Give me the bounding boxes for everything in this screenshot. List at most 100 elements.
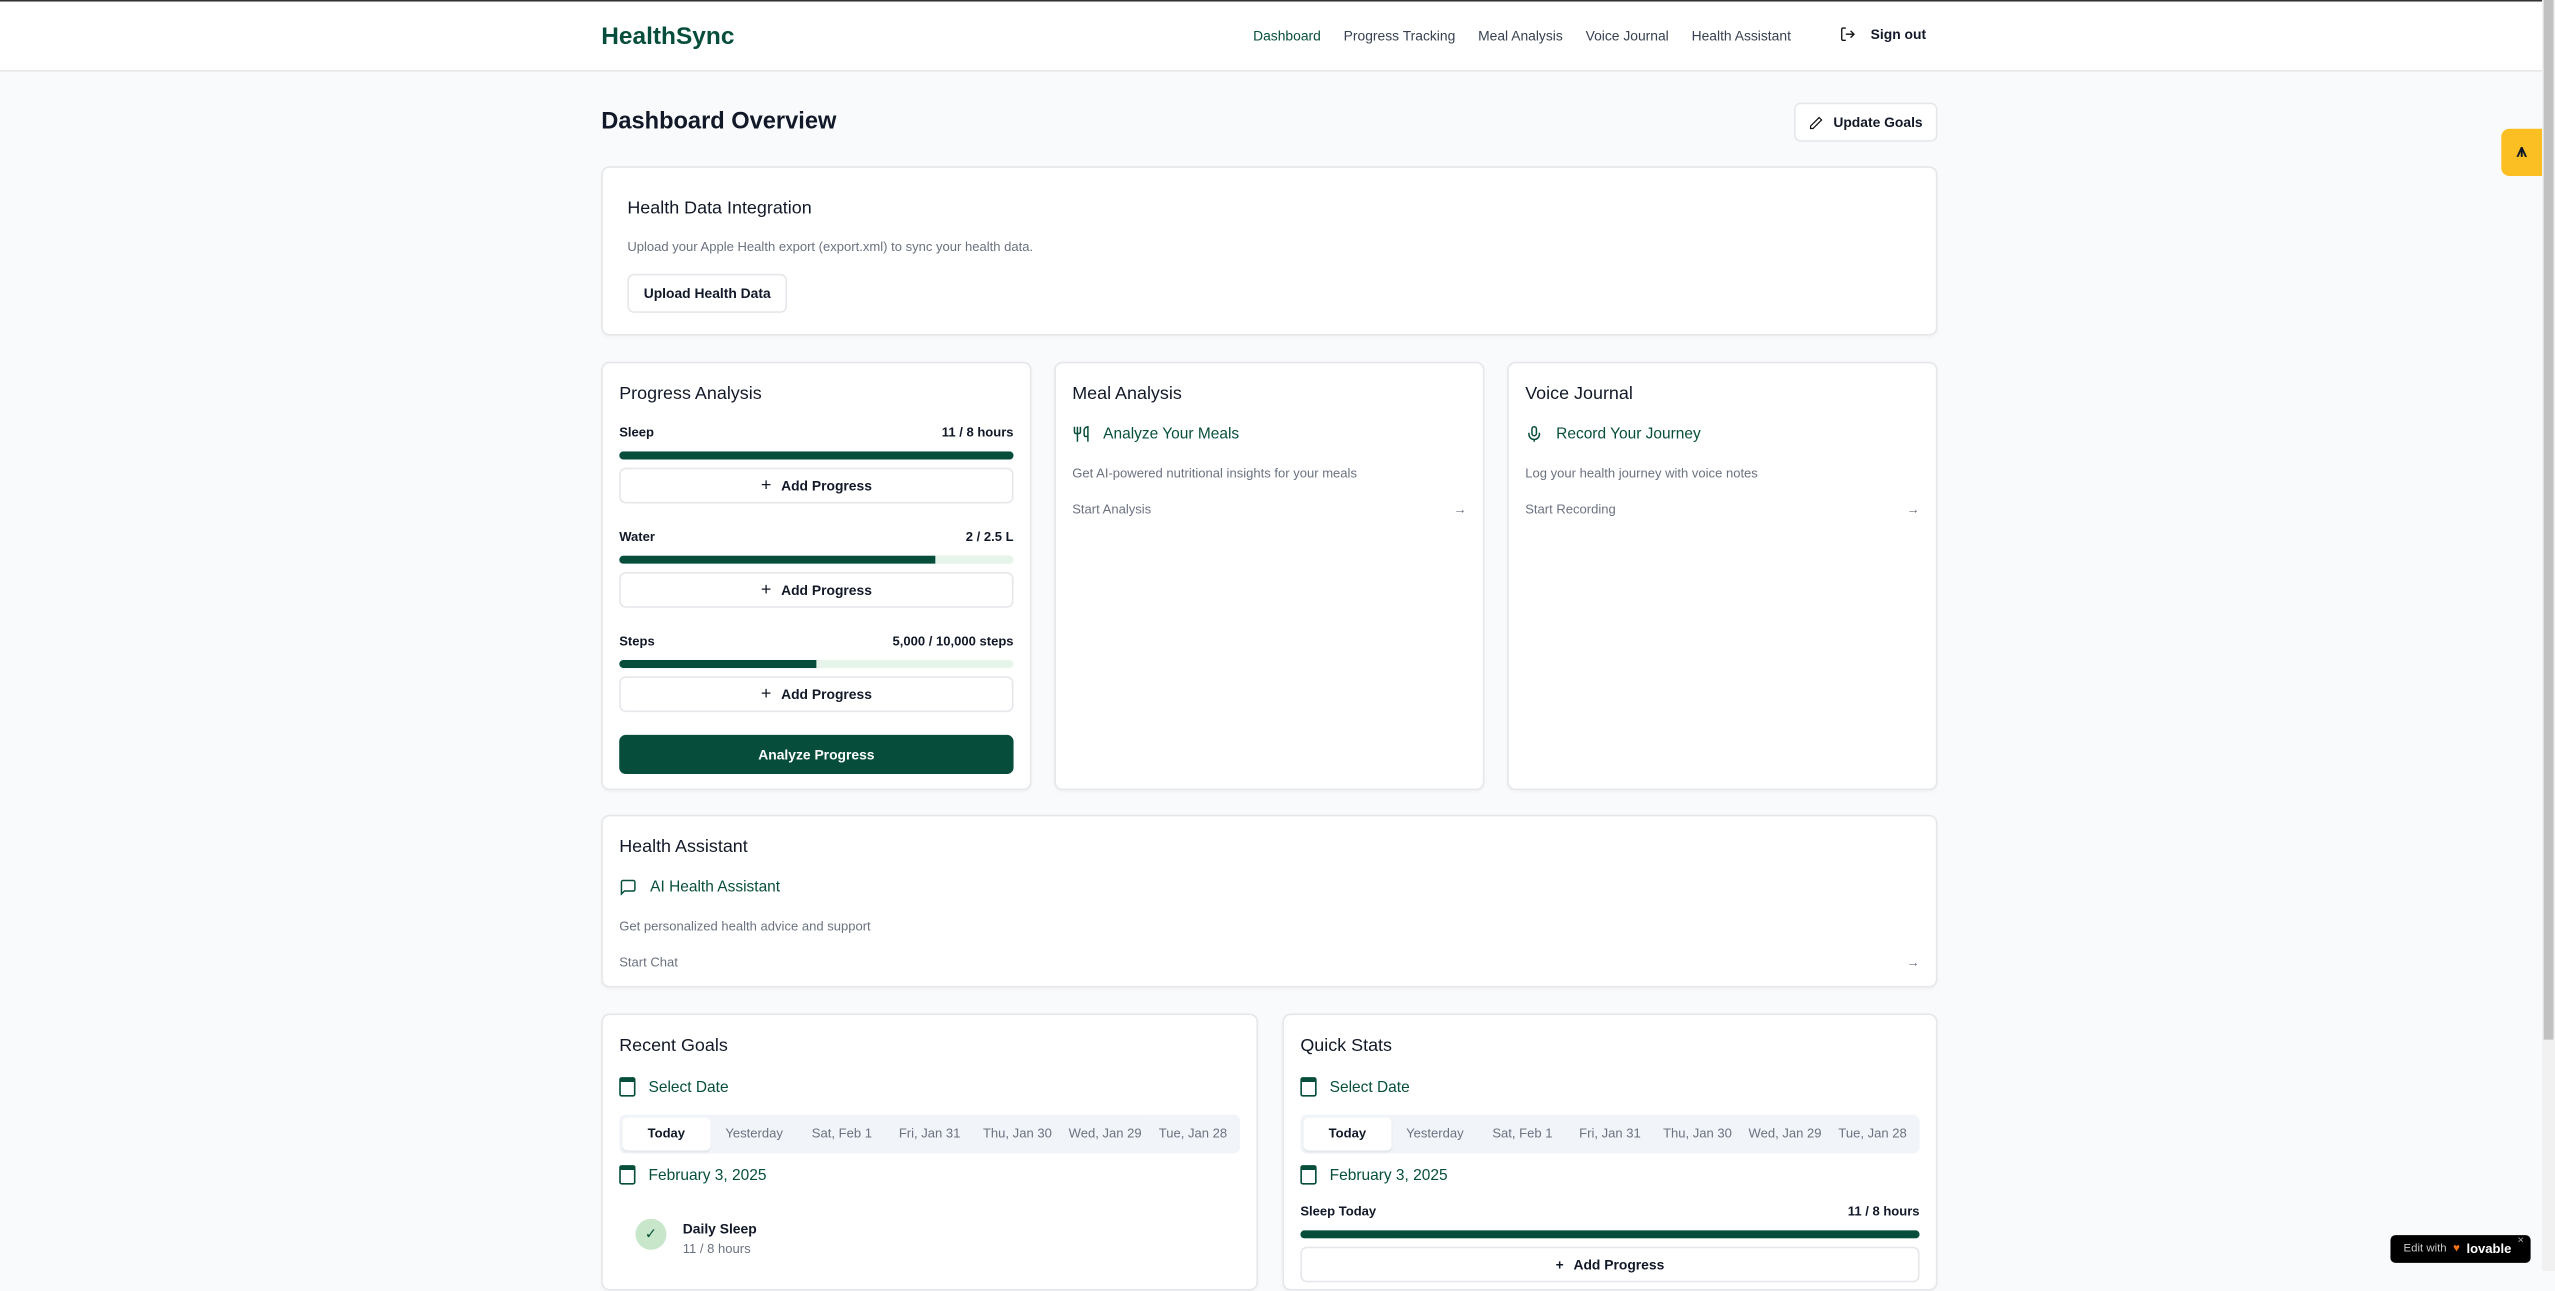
ai-assistant-feature: AI Health Assistant: [619, 878, 780, 896]
metric-label: Steps: [619, 633, 655, 649]
arrow-right-icon: →: [1453, 501, 1467, 517]
add-progress-button[interactable]: + Add Progress: [619, 467, 1014, 504]
sleep-today-progress: [1300, 1230, 1920, 1239]
progress-fill: [1300, 1230, 1920, 1239]
date-tab[interactable]: Fri, Jan 31: [1579, 1125, 1641, 1141]
analyze-progress-button[interactable]: Analyze Progress: [619, 734, 1014, 775]
arrow-right-icon: →: [1906, 501, 1920, 517]
date-tabs: Today Yesterday Sat, Feb 1 Fri, Jan 31 Thu, …: [1300, 1114, 1920, 1154]
selected-date-text: February 3, 2025: [648, 1165, 767, 1184]
upload-health-data-button[interactable]: Upload Health Data: [627, 273, 788, 313]
heart-icon: ♥: [2453, 1243, 2460, 1255]
sign-out-label: Sign out: [1870, 26, 1927, 43]
feature-description: Log your health journey with voice notes: [1525, 466, 1758, 481]
progress-bar: [619, 451, 1014, 460]
date-tabs: Today Yesterday Sat, Feb 1 Fri, Jan 31 Thu, …: [619, 1114, 1241, 1154]
date-tab[interactable]: Yesterday: [1406, 1125, 1464, 1141]
goal-value: 11 / 8 hours: [682, 1241, 751, 1257]
extension-tab-icon[interactable]: ⩚: [2501, 128, 2543, 176]
date-tab[interactable]: Yesterday: [725, 1125, 783, 1141]
metric-value: 5,000 / 10,000 steps: [892, 633, 1014, 649]
plus-icon: +: [760, 684, 772, 704]
calendar-icon: [1300, 1077, 1317, 1097]
selected-date: February 3, 2025: [619, 1165, 766, 1185]
progress-fill: [619, 659, 817, 669]
date-tab[interactable]: Tue, Jan 28: [1158, 1125, 1228, 1141]
card-title: Recent Goals: [619, 1036, 728, 1056]
close-icon[interactable]: ×: [2517, 1235, 2525, 1247]
update-goals-button[interactable]: Update Goals: [1794, 102, 1938, 142]
analyze-meals-feature: Analyze Your Meals: [1072, 425, 1239, 443]
progress-row-steps: Steps 5,000 / 10,000 steps: [619, 634, 1013, 649]
link-label: Start Analysis: [1072, 501, 1152, 517]
date-tab[interactable]: Sat, Feb 1: [1492, 1125, 1553, 1141]
badge-brand: lovable: [2466, 1241, 2512, 1257]
nav-dashboard[interactable]: Dashboard: [1253, 27, 1321, 44]
feature-description: Get AI-powered nutritional insights for …: [1072, 466, 1357, 481]
progress-analysis-card: Progress Analysis Sleep 11 / 8 hours + Add…: [601, 361, 1032, 791]
scrollbar-thumb[interactable]: [2543, 0, 2554, 1040]
start-chat-link[interactable]: Start Chat →: [619, 955, 1919, 970]
nav-health-assistant[interactable]: Health Assistant: [1691, 27, 1791, 44]
add-progress-button[interactable]: + Add Progress: [619, 676, 1014, 713]
progress-bar: [619, 555, 1014, 564]
calendar-icon: [1300, 1165, 1317, 1185]
date-tab[interactable]: Today: [622, 1117, 711, 1151]
metric-value: 2 / 2.5 L: [965, 529, 1014, 545]
selected-date-text: February 3, 2025: [1329, 1165, 1448, 1184]
main-nav: Dashboard Progress Tracking Meal Analysi…: [1253, 28, 1791, 44]
meal-analysis-card: Meal Analysis Analyze Your Meals Get AI-…: [1054, 361, 1485, 791]
select-date-text: Select Date: [1329, 1077, 1410, 1096]
record-journey-feature: Record Your Journey: [1525, 425, 1701, 443]
card-title: Progress Analysis: [619, 384, 762, 405]
plus-icon: +: [760, 475, 772, 496]
badge-text: Edit with: [2403, 1243, 2447, 1255]
plus-icon: +: [1555, 1256, 1564, 1273]
microphone-icon: [1528, 426, 1541, 442]
add-progress-label: Add Progress: [1573, 1256, 1665, 1273]
add-progress-button[interactable]: + Add Progress: [619, 571, 1014, 608]
selected-date: February 3, 2025: [1300, 1165, 1448, 1185]
arrow-right-icon: →: [1906, 954, 1920, 970]
goal-name: Daily Sleep: [682, 1220, 757, 1237]
voice-journal-card: Voice Journal Record Your Journey Log yo…: [1507, 361, 1938, 791]
feature-description: Get personalized health advice and suppo…: [619, 919, 871, 934]
edit-with-lovable-badge[interactable]: Edit with ♥ lovable ×: [2390, 1235, 2531, 1263]
date-tab[interactable]: Sat, Feb 1: [811, 1125, 872, 1141]
sign-out-button[interactable]: Sign out: [1840, 26, 1926, 42]
card-description: Upload your Apple Health export (export.…: [627, 239, 1034, 255]
date-tab[interactable]: Today: [1303, 1117, 1392, 1151]
add-progress-label: Add Progress: [781, 477, 872, 494]
nav-progress-tracking[interactable]: Progress Tracking: [1343, 27, 1456, 44]
date-tab[interactable]: Tue, Jan 28: [1838, 1125, 1907, 1141]
message-square-icon: [620, 879, 636, 896]
metric-label: Sleep: [619, 425, 654, 440]
update-goals-label: Update Goals: [1833, 114, 1923, 131]
add-progress-button[interactable]: + Add Progress: [1300, 1246, 1920, 1283]
select-date-text: Select Date: [648, 1077, 729, 1096]
nav-voice-journal[interactable]: Voice Journal: [1585, 27, 1669, 44]
date-tab[interactable]: Thu, Jan 30: [1663, 1125, 1732, 1141]
progress-fill: [619, 451, 1014, 460]
add-progress-label: Add Progress: [781, 581, 872, 599]
date-tab[interactable]: Wed, Jan 29: [1748, 1125, 1822, 1141]
nav-meal-analysis[interactable]: Meal Analysis: [1478, 27, 1563, 44]
date-tab[interactable]: Thu, Jan 30: [982, 1125, 1052, 1141]
date-tab[interactable]: Wed, Jan 29: [1068, 1125, 1142, 1141]
logo[interactable]: HealthSync: [601, 22, 735, 51]
progress-row-sleep: Sleep 11 / 8 hours: [619, 425, 1013, 440]
metric-value: 11 / 8 hours: [941, 425, 1014, 440]
calendar-icon: [619, 1165, 636, 1185]
card-title: Quick Stats: [1300, 1036, 1393, 1056]
feature-title: Analyze Your Meals: [1103, 425, 1240, 444]
start-analysis-link[interactable]: Start Analysis →: [1072, 502, 1466, 517]
scrollbar[interactable]: [2542, 0, 2555, 1272]
start-recording-link[interactable]: Start Recording →: [1525, 502, 1919, 517]
stat-label: Sleep Today: [1300, 1204, 1377, 1219]
sleep-today-row: Sleep Today 11 / 8 hours: [1300, 1204, 1919, 1219]
date-tab[interactable]: Fri, Jan 31: [898, 1125, 961, 1141]
stat-value: 11 / 8 hours: [1847, 1204, 1920, 1219]
metric-label: Water: [619, 529, 655, 545]
card-title: Meal Analysis: [1072, 384, 1182, 405]
health-assistant-card: Health Assistant AI Health Assistant Get…: [601, 814, 1938, 988]
